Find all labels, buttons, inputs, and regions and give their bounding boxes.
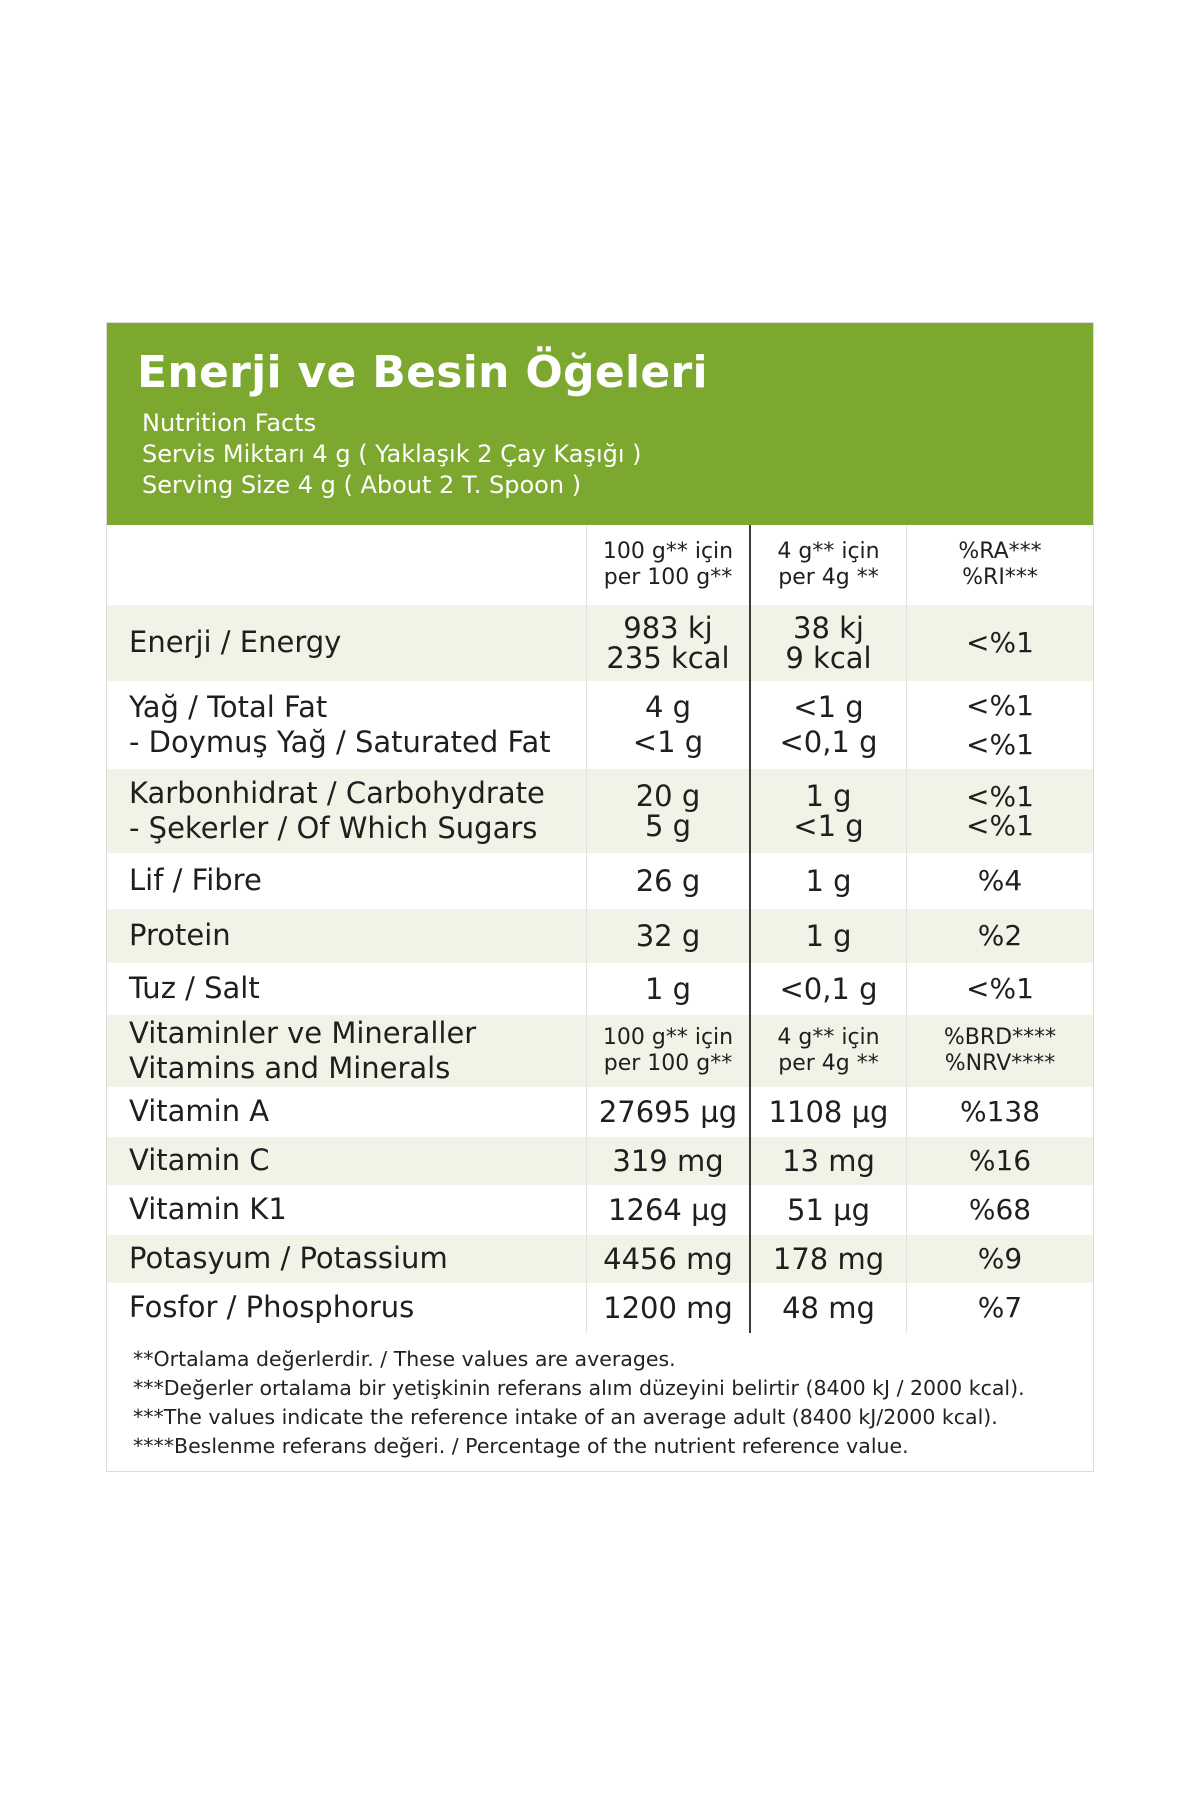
row-name: Tuz / Salt [129, 971, 260, 1006]
label-header: Enerji ve Besin Öğeleri Nutrition Facts … [107, 323, 1093, 525]
perserving-value: 38 kj [793, 610, 864, 645]
row-name: Lif / Fibre [129, 863, 262, 898]
per100-value: 1264 µg [608, 1192, 728, 1227]
ri-header-tr: %RA*** [958, 538, 1042, 564]
nutrition-table: 100 g** için per 100 g** 4 g** için per … [107, 525, 1093, 1333]
ri-header-en: %RI*** [962, 565, 1038, 590]
per100-value: 20 g [635, 778, 701, 813]
table-row-salt: Tuz / Salt 1 g <0,1 g <%1 [107, 963, 1093, 1015]
ri-value: <%1 [966, 688, 1034, 722]
footnotes: **Ortalama değerlerdir. / These values a… [133, 1345, 1083, 1461]
table-row-vitamin-c: Vitamin C 319 mg 13 mg %16 [107, 1137, 1093, 1185]
ri-value: %16 [968, 1144, 1032, 1178]
per100-value: 26 g [635, 863, 701, 898]
per100-value: 235 kcal [606, 641, 730, 675]
row-name: Potasyum / Potassium [129, 1241, 448, 1276]
footnote: ***The values indicate the reference int… [133, 1405, 998, 1429]
per100-header-tr: 100 g** için [602, 538, 734, 564]
row-name: Karbonhidrat / Carbohydrate [129, 775, 545, 810]
table-row-phosphorus: Fosfor / Phosphorus 1200 mg 48 mg %7 [107, 1283, 1093, 1333]
per100-value: 319 mg [612, 1143, 724, 1178]
table-row-fibre: Lif / Fibre 26 g 1 g %4 [107, 853, 1093, 909]
table-row-carbohydrate: Karbonhidrat / Carbohydrate - Şekerler /… [107, 769, 1093, 853]
perserving-header-en: per 4g ** [778, 1051, 879, 1076]
perserving-value: 1108 µg [768, 1094, 889, 1129]
table-row-vitamin-k1: Vitamin K1 1264 µg 51 µg %68 [107, 1185, 1093, 1235]
row-name: Enerji / Energy [129, 625, 342, 660]
nutrition-label: Enerji ve Besin Öğeleri Nutrition Facts … [106, 322, 1094, 1472]
ri-value: %138 [959, 1095, 1041, 1129]
ri-value: <%1 [966, 728, 1034, 761]
ri-value: <%1 [966, 972, 1034, 1006]
row-name: Fosfor / Phosphorus [129, 1290, 415, 1325]
table-row-potassium: Potasyum / Potassium 4456 mg 178 mg %9 [107, 1235, 1093, 1283]
nutrition-facts-subtitle: Nutrition Facts [142, 409, 317, 437]
ri-value: <%1 [966, 779, 1034, 813]
row-subname: - Doymuş Yağ / Saturated Fat [129, 725, 551, 759]
perserving-header-en: per 4g ** [778, 565, 879, 590]
per100-value: <1 g [632, 725, 704, 759]
row-name: Vitamin C [129, 1143, 270, 1178]
per100-header-en: per 100 g** [603, 565, 733, 590]
perserving-value: 1 g [805, 918, 852, 953]
per100-value: 1200 mg [603, 1290, 733, 1325]
footnote: ****Beslenme referans değeri. / Percenta… [133, 1434, 909, 1458]
column-header-row: 100 g** için per 100 g** 4 g** için per … [107, 525, 1093, 605]
row-name: Yağ / Total Fat [129, 689, 328, 724]
nrv-header-en: %NRV**** [944, 1051, 1056, 1076]
column-header-per100: 100 g** için per 100 g** [587, 525, 751, 605]
label-title: Enerji ve Besin Öğeleri [137, 347, 708, 398]
per100-header-en: per 100 g** [603, 1051, 733, 1076]
section-title-en: Vitamins and Minerals [129, 1051, 451, 1085]
perserving-value: <0,1 g [779, 971, 878, 1006]
ri-value: %4 [977, 864, 1023, 898]
ri-value: %68 [968, 1193, 1032, 1227]
perserving-value: 9 kcal [785, 641, 872, 675]
row-name: Vitamin A [129, 1094, 270, 1129]
ri-value: %9 [977, 1242, 1023, 1276]
per100-value: 4 g [644, 689, 692, 724]
per100-value: 1 g [644, 971, 692, 1006]
nrv-header-tr: %BRD**** [943, 1024, 1057, 1050]
table-row-vitamin-a: Vitamin A 27695 µg 1108 µg %138 [107, 1087, 1093, 1137]
perserving-value: 13 mg [782, 1143, 875, 1178]
serving-size-en: Serving Size 4 g ( About 2 T. Spoon ) [142, 471, 582, 499]
per100-header-tr: 100 g** için [602, 1024, 734, 1050]
column-header-perserving: 4 g** için per 4g ** [751, 525, 907, 605]
column-header-name [107, 525, 587, 605]
perserving-value: <1 g [793, 689, 864, 724]
ri-value: <%1 [966, 626, 1034, 660]
per100-value: 32 g [635, 918, 701, 953]
perserving-value: 51 µg [787, 1192, 870, 1227]
table-row-protein: Protein 32 g 1 g %2 [107, 909, 1093, 963]
section-title-tr: Vitaminler ve Mineraller [129, 1015, 477, 1050]
ri-value: %2 [977, 919, 1023, 953]
per100-value: 983 kj [623, 610, 713, 645]
perserving-value: 1 g [805, 863, 852, 898]
per100-value: 27695 µg [598, 1094, 738, 1129]
row-subname: - Şekerler / Of Which Sugars [129, 811, 538, 845]
per100-value: 4456 mg [603, 1241, 733, 1276]
perserving-value: <0,1 g [779, 725, 878, 759]
footnote: **Ortalama değerlerdir. / These values a… [133, 1347, 676, 1371]
serving-size-tr: Servis Miktarı 4 g ( Yaklaşık 2 Çay Kaşı… [142, 440, 642, 468]
table-row-vitamins-header: Vitaminler ve Mineraller Vitamins and Mi… [107, 1015, 1093, 1087]
row-name: Protein [129, 918, 231, 953]
perserving-value: 178 mg [772, 1241, 885, 1276]
perserving-value: 1 g [805, 778, 852, 813]
perserving-header-tr: 4 g** için [777, 1024, 880, 1050]
perserving-header-tr: 4 g** için [777, 538, 880, 564]
table-row-energy: Enerji / Energy 983 kj 235 kcal 38 kj 9 … [107, 605, 1093, 681]
per100-value: 5 g [644, 809, 692, 843]
column-header-ri: %RA*** %RI*** [907, 525, 1093, 605]
perserving-value: 48 mg [782, 1290, 875, 1325]
row-name: Vitamin K1 [129, 1192, 287, 1227]
ri-value: %7 [977, 1291, 1023, 1325]
ri-value: <%1 [966, 809, 1034, 842]
footnote: ***Değerler ortalama bir yetişkinin refe… [133, 1376, 1025, 1400]
table-row-fat: Yağ / Total Fat - Doymuş Yağ / Saturated… [107, 681, 1093, 769]
perserving-value: <1 g [793, 809, 864, 843]
